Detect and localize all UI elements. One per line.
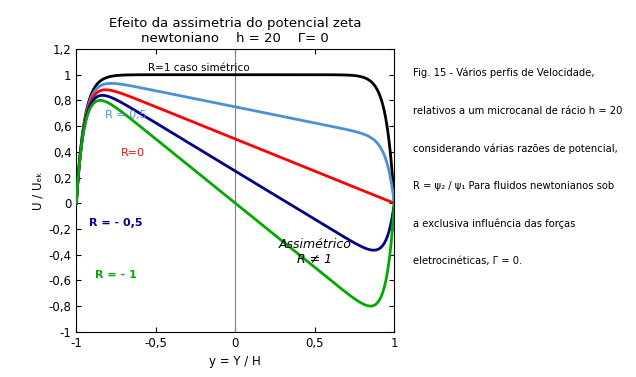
Text: R = 0,5: R = 0,5 [105, 110, 146, 120]
Text: relativos a um microcanal de rácio h = 20: relativos a um microcanal de rácio h = 2… [413, 106, 623, 116]
Y-axis label: U / Uₑₖ: U / Uₑₖ [31, 171, 45, 210]
Text: a exclusiva influência das forças: a exclusiva influência das forças [413, 219, 576, 229]
Text: considerando várias razões de potencial,: considerando várias razões de potencial, [413, 143, 618, 154]
Text: Fig. 15 - Vários perfis de Velocidade,: Fig. 15 - Vários perfis de Velocidade, [413, 68, 595, 78]
Text: R=0: R=0 [121, 148, 145, 158]
Title: Efeito da assimetria do potencial zeta
newtoniano    h = 20    Γ= 0: Efeito da assimetria do potencial zeta n… [109, 17, 362, 45]
X-axis label: y = Y / H: y = Y / H [209, 355, 261, 368]
Text: R = ψ₂ / ψ₁ Para fluidos newtonianos sob: R = ψ₂ / ψ₁ Para fluidos newtonianos sob [413, 181, 614, 191]
Text: R = - 1: R = - 1 [95, 270, 137, 280]
Text: Assimétrico
R ≠ 1: Assimétrico R ≠ 1 [279, 238, 351, 266]
Text: eletrocinéticas, Γ = 0.: eletrocinéticas, Γ = 0. [413, 256, 523, 267]
Text: R = - 0,5: R = - 0,5 [89, 218, 142, 228]
Text: R=1 caso simétrico: R=1 caso simétrico [148, 63, 249, 73]
